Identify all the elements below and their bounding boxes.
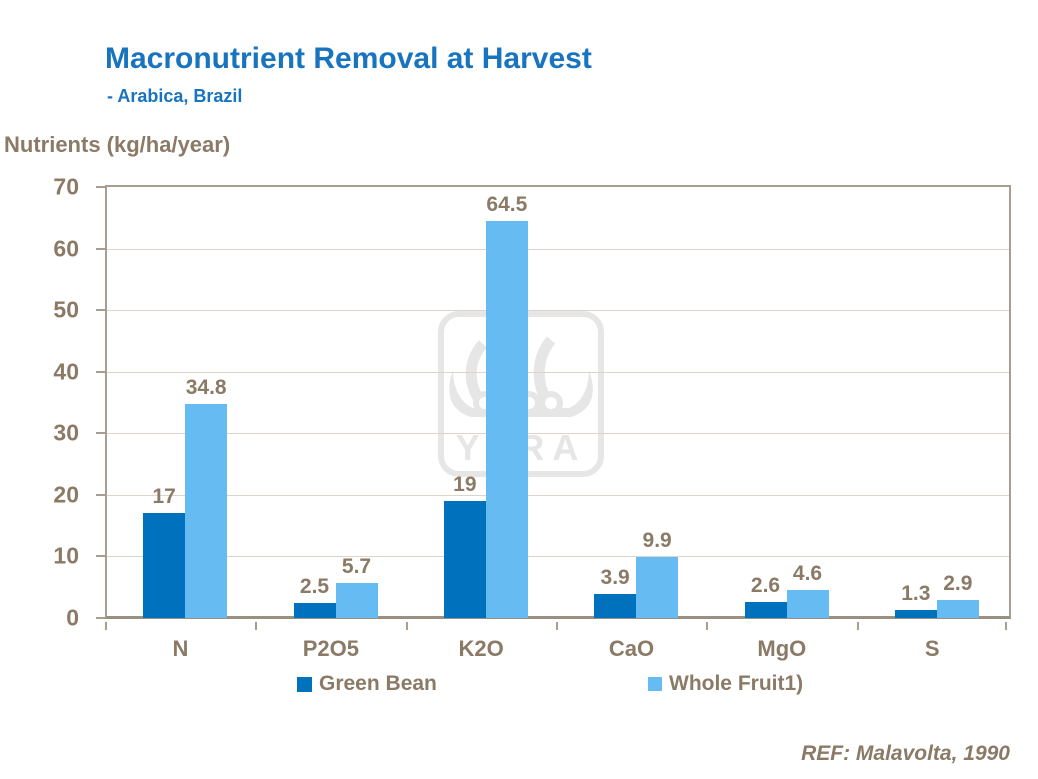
ship-hull	[449, 370, 593, 417]
y-tick-label: 70	[53, 173, 79, 200]
y-tick-label: 0	[66, 604, 79, 631]
bar-green-bean-p2o5	[293, 602, 336, 618]
bar-value-label: 34.8	[185, 375, 227, 399]
bar-green-bean-cao	[594, 593, 637, 618]
bar-value-label: 1.3	[901, 581, 931, 605]
x-tick	[405, 622, 408, 630]
x-tick	[856, 622, 859, 630]
bar-whole-fruit1-mgo	[786, 589, 829, 618]
gridline	[107, 248, 1009, 250]
y-axis: 0 10 20 30 40 50 60 70	[0, 174, 105, 631]
bar-value-label: 17	[152, 485, 176, 509]
bar-green-bean-mgo	[744, 601, 787, 618]
x-category-label-mgo: MgO	[757, 636, 807, 661]
legend-item-whole-fruit: Whole Fruit1)	[648, 672, 803, 696]
y-tick	[96, 247, 105, 250]
legend-label-whole-fruit: Whole Fruit1)	[669, 672, 804, 695]
y-tick-label: 30	[53, 419, 79, 446]
x-category-label-s: S	[924, 636, 940, 661]
bar-green-bean-s	[894, 609, 937, 618]
bar-value-label: 4.6	[792, 561, 823, 585]
y-tick-label: 10	[53, 542, 79, 569]
bar-whole-fruit1-p2o5	[335, 582, 378, 618]
gridline	[107, 371, 1009, 373]
x-category-label-cao: CaO	[608, 636, 655, 661]
x-category-label-p2o5: P2O5	[302, 636, 359, 661]
x-tick	[255, 622, 258, 630]
x-tick	[1005, 622, 1007, 630]
bar-value-label: 2.5	[299, 574, 330, 598]
bar-value-label: 2.9	[943, 572, 973, 596]
y-axis-title: Nutrients (kg/ha/year)	[4, 132, 231, 157]
y-tick-label: 60	[53, 235, 79, 262]
bar-whole-fruit1-s	[936, 600, 979, 618]
legend-item-green-bean: Green Bean	[297, 672, 437, 696]
chart-title: Macronutrient Removal at Harvest	[105, 42, 592, 75]
bar-value-label: 64.5	[486, 192, 528, 216]
y-tick	[96, 493, 105, 496]
gridline	[107, 310, 1009, 312]
gridline	[107, 556, 1009, 558]
gridline	[107, 433, 1009, 435]
y-tick	[96, 432, 105, 435]
legend-label-green-bean: Green Bean	[319, 672, 437, 695]
y-tick-label: 20	[53, 481, 79, 508]
bar-green-bean-n	[143, 513, 186, 618]
green-bean-swatch	[297, 676, 312, 692]
y-tick	[96, 186, 105, 188]
reference-text: REF: Malavolta, 1990	[801, 742, 1010, 765]
x-tick	[105, 622, 107, 630]
whole-fruit-swatch	[648, 677, 662, 691]
y-tick	[96, 370, 105, 373]
bar-value-label: 9.9	[642, 529, 672, 553]
bar-green-bean-k2o	[443, 501, 486, 618]
bar-whole-fruit1-k2o	[485, 220, 528, 618]
x-axis: N P2O5 K2O CaO MgO S	[105, 622, 1011, 682]
bar-value-label: 2.6	[750, 573, 781, 597]
gridline	[107, 494, 1009, 496]
y-tick	[96, 309, 105, 312]
x-tick	[556, 622, 558, 630]
chart-subtitle: - Arabica, Brazil	[107, 86, 243, 106]
y-tick-label: 50	[53, 296, 79, 323]
x-category-label-k2o: K2O	[458, 636, 504, 661]
y-tick	[96, 617, 105, 619]
bar-value-label: 19	[453, 473, 477, 496]
bar-value-label: 5.7	[341, 554, 372, 578]
y-tick	[96, 555, 105, 558]
x-category-label-n: N	[172, 636, 189, 661]
bar-whole-fruit1-n	[185, 403, 228, 618]
bar-value-label: 3.9	[600, 565, 630, 589]
bar-whole-fruit1-cao	[636, 557, 679, 618]
x-tick	[706, 622, 709, 630]
plot-area: YARA 1734.82.55.71964.53.99.92.64.61.32.…	[105, 185, 1011, 619]
y-tick-label: 40	[53, 358, 79, 385]
